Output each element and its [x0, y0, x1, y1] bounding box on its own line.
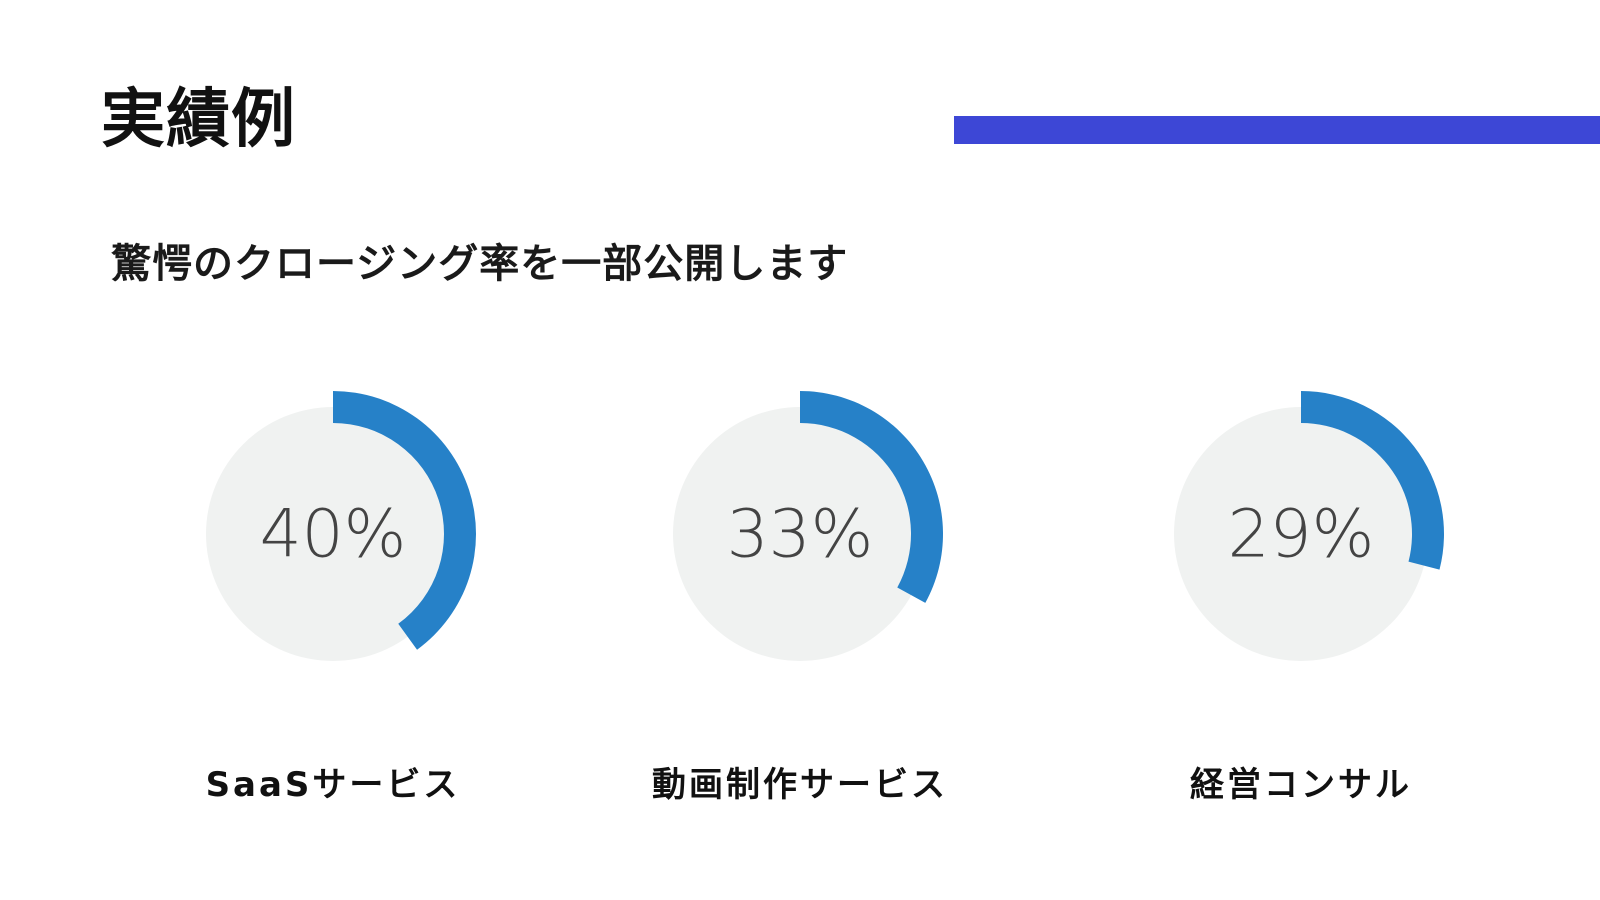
donut-value-label: 40% [260, 496, 407, 573]
page-subtitle: 驚愕のクロージング率を一部公開します [111, 241, 849, 287]
accent-bar [954, 116, 1600, 144]
donut-disc [673, 407, 927, 661]
donut-arc [1301, 391, 1444, 570]
donut-value-label: 33% [727, 496, 874, 573]
donut-value-label: 29% [1228, 496, 1375, 573]
donut-chart-1: 40% [206, 391, 476, 661]
donut-arc [333, 391, 476, 650]
category-label-video: 動画制作サービス [652, 765, 948, 805]
donut-arc [800, 391, 943, 603]
category-label-saas: SaaSサービス [205, 765, 461, 805]
donut-chart-2: 33% [673, 391, 943, 661]
donut-chart-3: 29% [1174, 391, 1444, 661]
donut-disc [206, 407, 460, 661]
category-label-consulting: 経営コンサル [1190, 765, 1412, 805]
donut-disc [1174, 407, 1428, 661]
page-title: 実績例 [101, 83, 296, 157]
